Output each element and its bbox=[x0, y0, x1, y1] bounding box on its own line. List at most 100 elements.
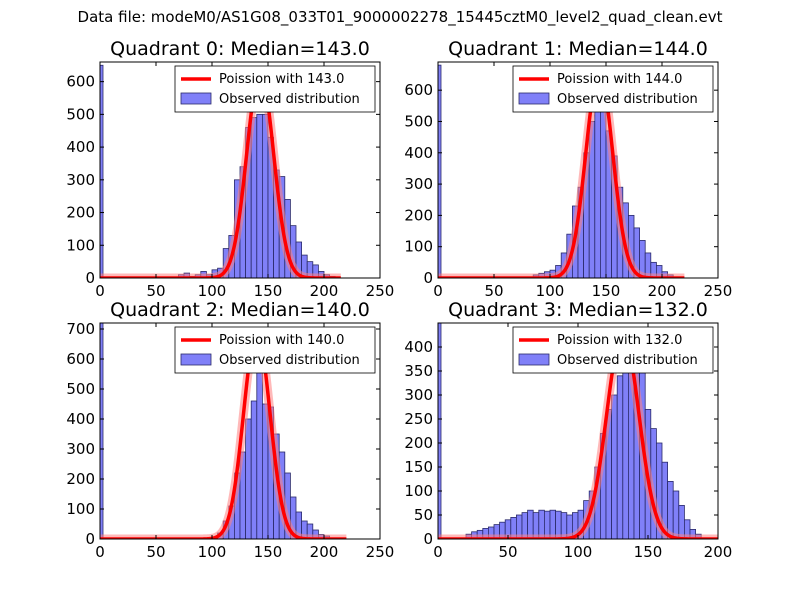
y-tick-label: 600 bbox=[66, 350, 95, 368]
legend-label-poisson: Poission with 143.0 bbox=[219, 72, 344, 87]
x-tick-label: 100 bbox=[564, 543, 593, 561]
poisson-curve bbox=[438, 330, 718, 539]
y-tick-label: 150 bbox=[404, 458, 433, 476]
y-tick-label: 0 bbox=[85, 269, 95, 287]
y-tick-label: 100 bbox=[66, 236, 95, 254]
plot-title: Quadrant 0: Median=143.0 bbox=[110, 38, 370, 60]
legend-label-observed: Observed distribution bbox=[557, 92, 698, 107]
histogram-bar bbox=[672, 490, 680, 539]
y-tick-label: 200 bbox=[404, 434, 433, 452]
y-tick-label: 700 bbox=[66, 320, 95, 338]
y-tick-label: 100 bbox=[404, 238, 433, 256]
x-tick-label: 150 bbox=[254, 543, 283, 561]
y-tick-label: 0 bbox=[423, 269, 433, 287]
legend-bar-swatch bbox=[518, 92, 550, 105]
legend-bar-swatch bbox=[180, 353, 212, 366]
plot-frame bbox=[99, 61, 381, 279]
y-tick-label: 300 bbox=[66, 440, 95, 458]
y-tick-label: 50 bbox=[414, 506, 433, 524]
histogram-bar bbox=[616, 375, 624, 539]
legend: Poission with 143.0 Observed distribution bbox=[174, 65, 376, 113]
x-tick-label: 0 bbox=[95, 543, 105, 561]
legend-label-observed: Observed distribution bbox=[557, 353, 698, 368]
histogram-bar bbox=[678, 504, 685, 539]
histogram-bar bbox=[261, 113, 269, 278]
x-tick-label: 100 bbox=[536, 282, 565, 300]
y-tick-label: 300 bbox=[66, 171, 95, 189]
y-tick-label: 100 bbox=[66, 500, 95, 518]
legend-label-observed: Observed distribution bbox=[219, 353, 360, 368]
poisson-curve bbox=[438, 69, 685, 278]
quadrant-2-plot: 0 50 100 150 200 250 0 100 200 300 400 500 600 700 Qua… bbox=[66, 299, 394, 561]
histogram-bar bbox=[256, 113, 263, 278]
x-tick-label: 150 bbox=[634, 543, 663, 561]
y-tick-label: 600 bbox=[404, 81, 433, 99]
x-tick-label: 0 bbox=[433, 543, 443, 561]
x-tick-label: 150 bbox=[592, 282, 621, 300]
x-tick-label: 100 bbox=[198, 282, 227, 300]
plot-frame bbox=[437, 61, 719, 279]
plot-frame bbox=[99, 322, 381, 540]
x-tick-label: 50 bbox=[146, 543, 165, 561]
plot-title: Quadrant 3: Median=132.0 bbox=[448, 299, 708, 321]
histogram-bar bbox=[245, 418, 252, 539]
quadrant-1-plot: 0 50 100 150 200 250 0 100 200 300 400 500 600 Quadra… bbox=[404, 38, 732, 300]
legend: Poission with 144.0 Observed distribution bbox=[512, 65, 714, 113]
histogram-bar bbox=[438, 323, 442, 539]
legend-label-poisson: Poission with 144.0 bbox=[557, 72, 682, 87]
legend-label-poisson: Poission with 132.0 bbox=[557, 333, 682, 348]
plot-title: Quadrant 1: Median=144.0 bbox=[448, 38, 708, 60]
y-tick-label: 300 bbox=[404, 175, 433, 193]
legend-bar-swatch bbox=[518, 353, 550, 366]
legend: Poission with 132.0 Observed distribution bbox=[512, 326, 714, 374]
y-tick-label: 400 bbox=[404, 144, 433, 162]
x-tick-label: 200 bbox=[310, 282, 339, 300]
y-tick-label: 200 bbox=[66, 204, 95, 222]
x-tick-label: 150 bbox=[254, 282, 283, 300]
y-tick-label: 0 bbox=[423, 530, 433, 548]
histogram-bar bbox=[100, 64, 104, 278]
x-tick-label: 200 bbox=[648, 282, 677, 300]
y-tick-label: 300 bbox=[404, 386, 433, 404]
poisson-curve bbox=[100, 69, 341, 278]
x-tick-label: 250 bbox=[366, 543, 395, 561]
y-tick-label: 500 bbox=[404, 112, 433, 130]
histogram-bar bbox=[100, 323, 104, 539]
y-tick-label: 400 bbox=[404, 338, 433, 356]
legend-label-observed: Observed distribution bbox=[219, 92, 360, 107]
x-tick-label: 250 bbox=[704, 282, 733, 300]
histogram-bar bbox=[622, 356, 629, 539]
histogram-bar bbox=[600, 105, 607, 278]
quadrant-0-plot: 0 50 100 150 200 250 0 100 200 300 400 500 600 Quadra… bbox=[66, 38, 394, 300]
y-tick-label: 100 bbox=[404, 482, 433, 500]
x-tick-label: 0 bbox=[95, 282, 105, 300]
histogram-bar bbox=[438, 64, 442, 278]
y-tick-label: 200 bbox=[404, 206, 433, 224]
legend: Poission with 140.0 Observed distribution bbox=[174, 326, 376, 374]
figure-title: Data file: modeM0/AS1G08_033T01_90000022… bbox=[77, 8, 723, 26]
y-tick-label: 500 bbox=[66, 380, 95, 398]
histogram-bar bbox=[250, 400, 258, 539]
y-tick-label: 400 bbox=[66, 410, 95, 428]
y-tick-label: 500 bbox=[66, 105, 95, 123]
y-tick-label: 0 bbox=[85, 530, 95, 548]
plot-title: Quadrant 2: Median=140.0 bbox=[110, 299, 370, 321]
x-tick-label: 200 bbox=[704, 543, 733, 561]
histogram-bar bbox=[594, 89, 601, 278]
x-tick-label: 50 bbox=[498, 543, 517, 561]
x-tick-label: 50 bbox=[146, 282, 165, 300]
x-tick-label: 0 bbox=[433, 282, 443, 300]
x-tick-label: 100 bbox=[198, 543, 227, 561]
x-tick-label: 250 bbox=[366, 282, 395, 300]
y-tick-label: 200 bbox=[66, 470, 95, 488]
quadrant-3-plot: 0 50 100 150 200 0 50 100 150 200 250 300 350 400 Quad… bbox=[404, 299, 732, 561]
x-tick-label: 200 bbox=[310, 543, 339, 561]
y-tick-label: 350 bbox=[404, 362, 433, 380]
legend-label-poisson: Poission with 140.0 bbox=[219, 333, 344, 348]
y-tick-label: 400 bbox=[66, 138, 95, 156]
histogram-bar bbox=[611, 394, 618, 539]
x-tick-label: 50 bbox=[484, 282, 503, 300]
legend-bar-swatch bbox=[180, 92, 212, 105]
y-tick-label: 250 bbox=[404, 410, 433, 428]
